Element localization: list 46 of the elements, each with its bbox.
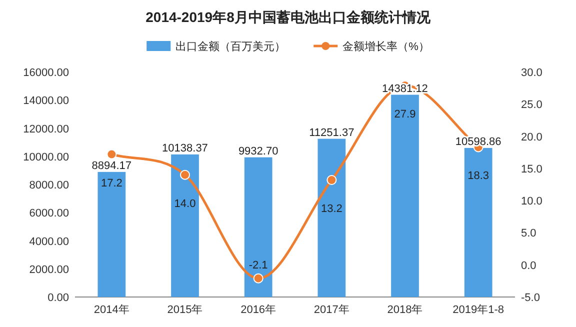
y2-tick-label: 5.0 — [521, 228, 536, 240]
data-label: 8894.17 — [92, 160, 132, 172]
legend-label: 出口金额（百万美元） — [176, 40, 286, 53]
point — [180, 170, 190, 180]
bar — [171, 154, 199, 297]
chart-title: 2014-2019年8月中国蓄电池出口金额统计情况 — [146, 9, 432, 25]
bar — [244, 157, 272, 297]
data-label: 10138.37 — [162, 142, 208, 154]
data-label: -2.1 — [248, 259, 268, 272]
bar — [464, 148, 492, 297]
x-tick-label: 2019年1-8 — [452, 304, 504, 316]
data-label: 9932.70 — [238, 145, 278, 158]
point — [326, 175, 337, 185]
x-tick-label: 2015年 — [167, 304, 203, 316]
data-label: 18.3 — [468, 170, 490, 182]
y-tick-label: 0.00 — [48, 292, 69, 304]
x-tick-label: 2014年 — [94, 304, 130, 316]
y-tick-label: 16000.00 — [23, 67, 69, 79]
x-tick-label: 2018年 — [387, 304, 423, 316]
data-label: 27.9 — [394, 108, 416, 120]
legend-label: 金额增长率（%） — [342, 40, 430, 53]
y-tick-label: 2000.00 — [29, 264, 69, 276]
y-tick-label: 8000.00 — [29, 180, 69, 192]
data-label: 14.0 — [174, 198, 196, 210]
y2-tick-label: 25.0 — [521, 99, 542, 112]
y-tick-label: 6000.00 — [29, 208, 69, 220]
y2-tick-label: 15.0 — [521, 163, 542, 176]
bar — [318, 138, 346, 297]
y2-tick-label: 30.0 — [521, 67, 542, 79]
data-label: 11251.37 — [309, 126, 354, 139]
data-label: 17.2 — [100, 177, 122, 190]
data-label: 13.2 — [320, 203, 342, 215]
y2-tick-label: 10.0 — [521, 196, 542, 208]
y2-tick-label: 0.0 — [521, 260, 536, 272]
x-tick-label: 2017年 — [314, 304, 350, 316]
bar — [391, 94, 419, 297]
bar — [98, 172, 126, 297]
x-tick-label: 2016年 — [240, 304, 276, 316]
y2-tick-label: 20.0 — [521, 131, 542, 144]
y-tick-label: 12000.00 — [23, 123, 69, 136]
y2-tick-label: -5.0 — [521, 292, 540, 304]
y-tick-label: 14000.00 — [23, 95, 69, 108]
point — [253, 273, 264, 284]
point — [106, 149, 117, 160]
y-tick-label: 4000.00 — [29, 236, 69, 248]
y-tick-label: 10000.00 — [23, 151, 69, 164]
